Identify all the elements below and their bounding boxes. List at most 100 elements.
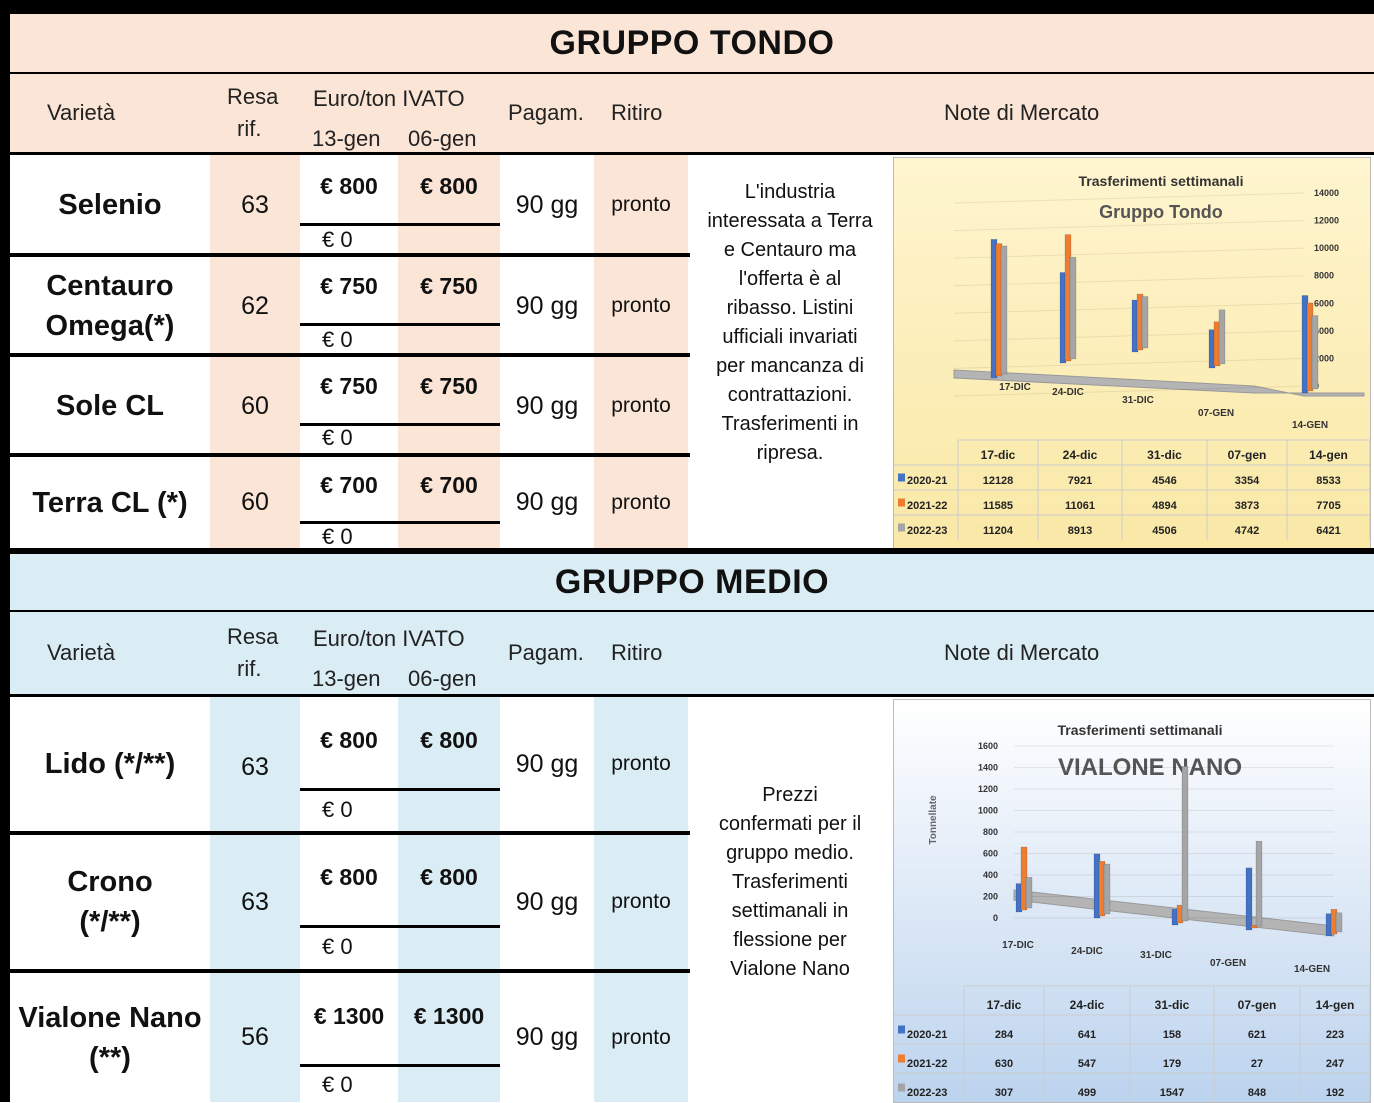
header-rif: rif. [237,116,262,141]
chart-legend-label: 2022-23 [907,525,947,537]
row-divider [10,353,690,357]
ritiro-value: pronto [611,193,671,216]
chart-legend-swatch [898,1054,905,1063]
pagamento-value: 90 gg [515,291,579,320]
chart-bar [1000,245,1008,375]
chart-table-header: 07-gen [1238,998,1277,1012]
chart-table-header: 17-dic [981,448,1016,462]
resa-value: 63 [241,190,269,219]
chart-x-category-label: 17-DIC [1002,940,1034,951]
chart-x-category-label: 14-GEN [1292,420,1328,431]
chart-y-tick-label: 8000 [1314,271,1334,281]
medio-title: GRUPPO MEDIO [10,554,1374,610]
variety-name: Vialone Nano (**) [18,1001,202,1074]
chart-gridline [953,220,1305,232]
ritiro-value: pronto [611,1025,671,1049]
price-current: € 750 [320,273,378,299]
pagamento-value: 90 gg [515,749,579,778]
chart-y-tick-label: 400 [983,870,998,880]
chart-y-tick-label: 4000 [1314,326,1334,336]
chart-bar [1335,912,1343,933]
chart-y-tick-label: 1400 [978,763,998,773]
chart-table-cell: 499 [1078,1087,1096,1099]
resa-value: 60 [241,488,269,516]
tondo-header-row: Varietà Resa rif. Euro/ton IVATO 13-gen … [10,74,1374,152]
header-ritiro: Ritiro [611,100,663,125]
chart-gridline [953,357,1305,369]
pagamento-value: 90 gg [515,391,579,420]
chart-table-cell: 11585 [983,500,1013,512]
price-divider [300,521,500,524]
chart-title: Trasferimenti settimanali [1079,173,1244,189]
price-divider [300,788,500,791]
chart-table-cell: 8533 [1316,475,1340,487]
header-pagamento: Pagam. [508,100,584,125]
chart-x-category-label: 14-GEN [1294,964,1330,975]
chart-gridline [953,385,1305,397]
medio-chart: Trasferimenti settimanali VIALONE NANO Ton… [893,699,1371,1103]
price-current: € 750 [320,373,378,399]
ritiro-value: pronto [611,394,671,417]
chart-legend-swatch [898,1083,905,1092]
medio-ritiro-column [594,697,688,1102]
chart-bar [1311,315,1319,390]
chart-bar [1250,925,1258,929]
price-delta: € 0 [322,227,353,252]
price-delta: € 0 [322,797,353,822]
chart-bar [1069,256,1077,360]
chart-table-cell: 1547 [1160,1087,1184,1099]
chart-legend-label: 2022-23 [907,1087,947,1099]
chart-table-cell: 848 [1248,1087,1266,1099]
resa-value: 63 [241,752,269,781]
tondo-date2-column [398,155,500,548]
chart-table-cell: 641 [1078,1029,1096,1041]
chart-table-cell: 12128 [983,475,1014,487]
price-previous: € 750 [420,373,478,399]
tondo-chart: Trasferimenti settimanali Gruppo Tondo 140… [893,157,1371,549]
price-current: € 800 [320,864,378,890]
price-divider [300,323,500,326]
price-divider [300,925,500,928]
medio-header-divider [10,694,1374,697]
price-previous: € 800 [420,173,478,199]
chart-x-category-label: 24-DIC [1071,946,1103,957]
pagamento-value: 90 gg [515,488,579,516]
chart-gridline [953,275,1305,287]
variety-name: Centauro Omega(*) [45,270,175,342]
chart-gridline [953,192,1305,204]
chart-legend-label: 2020-21 [907,1029,947,1041]
chart-gridline [953,330,1305,342]
medio-market-note: Prezzi confermati per il gruppo medio. Tras… [718,784,862,980]
chart-bar [1141,296,1149,349]
chart-subtitle: Gruppo Tondo [1099,202,1223,222]
chart-gridline [953,247,1305,259]
chart-bar [1245,867,1253,931]
resa-value: 63 [241,887,269,916]
chart-table-cell: 6421 [1316,525,1340,537]
medio-title-divider [10,610,1374,612]
chart-y-tick-label: 1000 [978,806,998,816]
chart-table-header: 07-gen [1228,448,1267,462]
ritiro-value: pronto [611,490,671,514]
price-current: € 700 [320,472,378,498]
chart-gridline [953,302,1305,314]
chart-legend-swatch [898,498,905,507]
chart-table-cell: 621 [1248,1029,1266,1041]
header-rif: rif. [237,656,262,681]
chart-table-cell: 630 [995,1058,1013,1070]
chart-table-header: 14-gen [1316,998,1355,1012]
medio-header-row: Varietà Resa rif. Euro/ton IVATO 13-gen … [10,612,1374,694]
chart-y-tick-label: 12000 [1314,216,1339,226]
price-previous: € 1300 [413,1003,485,1029]
chart-bar [1255,840,1263,927]
chart-legend-label: 2021-22 [907,1058,947,1070]
ritiro-value: pronto [611,752,671,775]
header-note-mercato: Note di Mercato [944,100,1100,125]
chart-table-header: 17-dic [987,998,1022,1012]
chart-table-cell: 192 [1326,1087,1344,1099]
pagamento-value: 90 gg [515,887,579,916]
variety-name: Terra CL (*) [32,486,188,519]
chart-table-header: 24-dic [1070,998,1105,1012]
chart-table-header: 14-gen [1309,448,1348,462]
chart-table-cell: 307 [995,1087,1013,1099]
